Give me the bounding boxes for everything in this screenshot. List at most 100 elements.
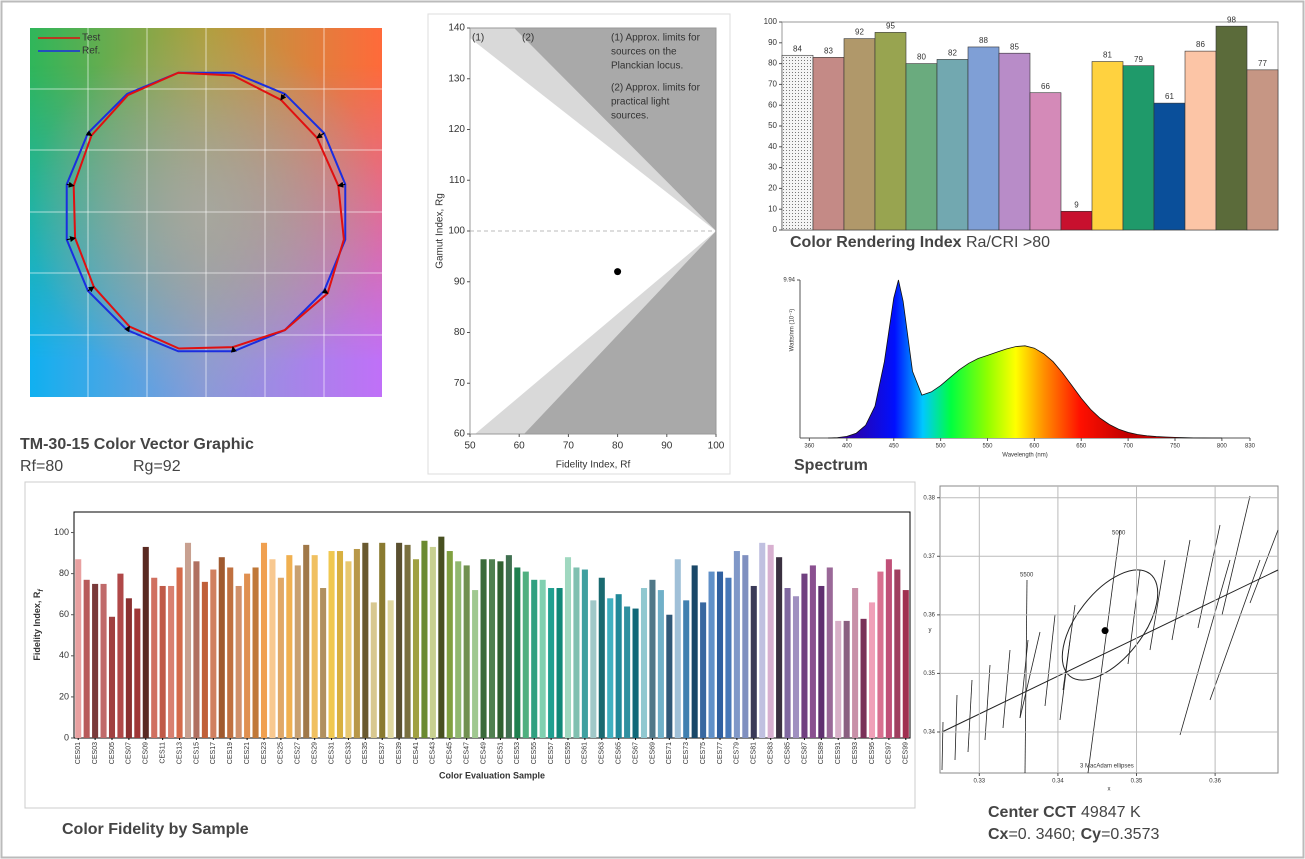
bar bbox=[412, 559, 420, 738]
bar bbox=[514, 567, 521, 738]
bar bbox=[640, 588, 648, 738]
value-label: 95 bbox=[886, 22, 895, 31]
bar bbox=[700, 602, 707, 738]
value-label: 61 bbox=[1165, 92, 1174, 101]
bar bbox=[759, 542, 766, 738]
y-tick-label: 120 bbox=[448, 124, 465, 135]
x-tick-label: CES07 bbox=[126, 742, 133, 764]
y-tick-label: 40 bbox=[768, 142, 777, 151]
value-label: 79 bbox=[1134, 55, 1143, 64]
value-label: 82 bbox=[948, 49, 957, 58]
y-tick-label: 110 bbox=[449, 175, 465, 186]
bar bbox=[683, 600, 690, 738]
isotemperature-5500 bbox=[1024, 579, 1028, 774]
x-tick-label: 450 bbox=[889, 444, 900, 450]
x-tick-label: 60 bbox=[514, 441, 526, 452]
caption: TM-30-15 Color Vector Graphic bbox=[20, 436, 254, 453]
value-label: 92 bbox=[855, 28, 864, 37]
x-tick-label: CES83 bbox=[768, 742, 775, 764]
region-light bbox=[475, 231, 716, 434]
x-tick-label: 0.33 bbox=[973, 779, 985, 785]
x-tick-label: 800 bbox=[1217, 444, 1228, 450]
bar bbox=[201, 581, 208, 738]
caption: Rf=80 bbox=[20, 458, 63, 475]
x-tick-label: 0.35 bbox=[1131, 779, 1143, 785]
vector-arrow bbox=[230, 346, 237, 353]
annotation: practical light bbox=[611, 97, 670, 108]
bar bbox=[370, 602, 377, 738]
bar bbox=[733, 551, 740, 738]
bar bbox=[1060, 210, 1093, 231]
vector-arrow bbox=[124, 325, 131, 333]
bar bbox=[905, 63, 938, 231]
annotation: (1) bbox=[472, 33, 484, 44]
bar bbox=[184, 542, 192, 738]
x-tick-label: 50 bbox=[464, 441, 476, 452]
caption: Color Fidelity by Sample bbox=[62, 821, 249, 838]
bar bbox=[83, 579, 90, 738]
annotation: Planckian locus. bbox=[611, 61, 683, 72]
x-tick-label: CES45 bbox=[447, 742, 454, 764]
bar bbox=[227, 567, 234, 738]
bar bbox=[674, 559, 681, 738]
x-tick-label: 600 bbox=[1029, 444, 1040, 450]
bar bbox=[244, 573, 251, 738]
x-tick-label: 830 bbox=[1245, 444, 1256, 450]
value-label: 88 bbox=[979, 36, 988, 45]
bar bbox=[260, 542, 268, 738]
caption-text: =0. 3460; bbox=[1008, 826, 1075, 843]
bar bbox=[632, 608, 639, 738]
bar bbox=[936, 59, 969, 231]
bar bbox=[75, 559, 82, 738]
point bbox=[614, 268, 622, 276]
bar bbox=[742, 555, 749, 738]
bar bbox=[624, 606, 631, 738]
bar bbox=[455, 561, 462, 738]
x-tick-label: CES35 bbox=[362, 742, 369, 764]
y-tick-label: 130 bbox=[448, 73, 465, 84]
macadam-ellipse bbox=[1061, 569, 1159, 681]
bar bbox=[1246, 69, 1279, 231]
bar bbox=[666, 614, 673, 738]
bar bbox=[387, 600, 394, 738]
x-axis-label: Wavelength (nm) bbox=[1002, 453, 1047, 459]
x-tick-label: CES23 bbox=[261, 742, 268, 764]
area-outline bbox=[828, 279, 1222, 439]
caption: Ra/CRI >80 bbox=[966, 234, 1050, 251]
x-tick-label: CES01 bbox=[75, 742, 82, 764]
y-tick-label: 0.36 bbox=[923, 612, 935, 618]
y-tick-label: 0.34 bbox=[923, 730, 935, 736]
x-tick-label: 90 bbox=[661, 441, 673, 452]
y-tick-label: 30 bbox=[768, 163, 777, 172]
x-tick-label: CES55 bbox=[531, 742, 538, 764]
bar bbox=[362, 542, 369, 738]
value-label: 81 bbox=[1103, 51, 1112, 60]
bar bbox=[607, 598, 614, 738]
region-dark bbox=[524, 231, 716, 434]
value-label: 83 bbox=[824, 46, 833, 55]
point bbox=[1101, 627, 1109, 635]
bar bbox=[277, 577, 284, 738]
bar bbox=[480, 559, 487, 738]
y-axis-label-text: Fidelity Index, R bbox=[32, 591, 42, 661]
bar bbox=[235, 585, 242, 738]
bar bbox=[860, 618, 867, 738]
vector-arrow bbox=[87, 286, 95, 293]
vector-arrow bbox=[316, 132, 325, 139]
y-axis-label: y bbox=[929, 628, 932, 634]
bar bbox=[902, 590, 909, 738]
x-tick-label: CES71 bbox=[666, 742, 673, 764]
bar bbox=[218, 557, 225, 738]
x-tick-label: CES87 bbox=[801, 742, 808, 764]
x-tick-label: 80 bbox=[612, 441, 624, 452]
bar bbox=[531, 579, 538, 738]
y-tick-label: 80 bbox=[768, 59, 777, 68]
y-tick-label: 80 bbox=[454, 327, 466, 338]
caption: Spectrum bbox=[794, 457, 868, 474]
bar bbox=[311, 555, 318, 738]
bar bbox=[894, 569, 901, 738]
x-tick-label: CES21 bbox=[244, 742, 251, 764]
y-axis-label-sub: f bbox=[38, 589, 45, 592]
caption-bold: Cy bbox=[1081, 826, 1102, 843]
bar bbox=[556, 588, 563, 738]
